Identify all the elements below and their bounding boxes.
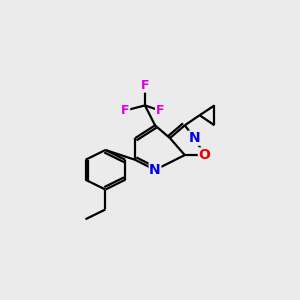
Text: O: O	[199, 148, 210, 162]
Text: N: N	[149, 163, 161, 177]
Text: F: F	[121, 104, 130, 117]
Text: F: F	[141, 79, 149, 92]
Text: N: N	[189, 131, 200, 145]
Text: F: F	[156, 104, 164, 117]
